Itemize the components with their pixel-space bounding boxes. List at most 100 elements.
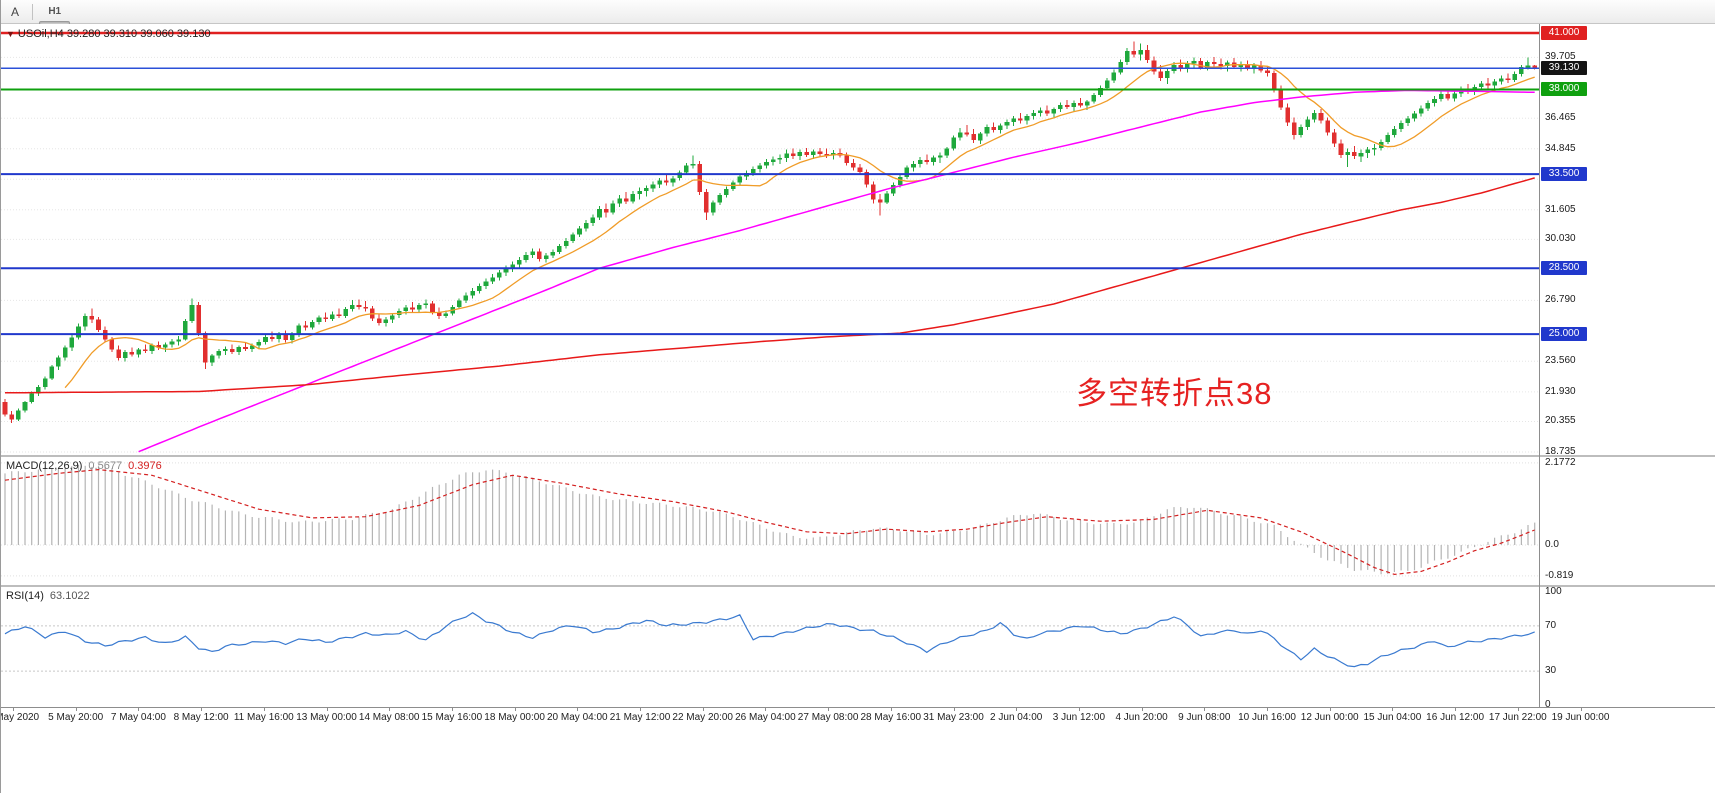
time-axis-tick	[640, 708, 641, 711]
time-axis-tick	[1267, 708, 1268, 711]
time-axis-tick	[828, 708, 830, 711]
price-grid-label: 23.560	[1545, 355, 1576, 367]
rsi-axis-label: 70	[1545, 619, 1557, 631]
toolbar: ↖+AT▭▾ M1M5M15M30H1H4D1W1MN	[1, 0, 1715, 93]
symbol-ohlc-label: ▼ USOil,H4 39.280 39.310 39.060 39.130	[6, 28, 211, 40]
price-badge-38.000: 38.000	[1541, 82, 1587, 97]
macd-signal-line	[4, 468, 1535, 576]
price-badge-25.000: 25.000	[1541, 327, 1587, 342]
price-grid-label: 30.030	[1545, 233, 1576, 245]
time-axis-label: 12 Jun 00:00	[1300, 712, 1359, 723]
time-axis-label: 16 Jun 12:00	[1426, 712, 1485, 723]
macd-axis-label: -0.819	[1545, 569, 1574, 581]
time-axis-label: 15 May 16:00	[421, 712, 483, 723]
price-badge-39.130: 39.130	[1541, 61, 1587, 76]
rsi-indicator-panel[interactable]: RSI(14) 63.1022	[1, 587, 1539, 707]
time-axis-label: 27 May 08:00	[797, 712, 859, 723]
time-axis-tick	[451, 708, 453, 711]
price-badge-28.500: 28.500	[1541, 261, 1587, 276]
rsi-value: 63.1022	[49, 590, 90, 602]
time-axis-label: 9 Jun 08:00	[1178, 712, 1231, 723]
time-axis-tick	[1455, 708, 1457, 711]
time-axis-label: 18 May 00:00	[484, 712, 545, 723]
price-badge-33.500: 33.500	[1541, 167, 1587, 182]
time-axis-label: 20 May 04:00	[546, 712, 608, 723]
time-axis-tick	[326, 708, 328, 711]
panel-separator[interactable]	[1, 585, 1715, 587]
macd-signal-value: 0.3976	[128, 460, 162, 472]
time-axis-tick	[1016, 708, 1018, 711]
time-axis-label: 17 Jun 22:00	[1488, 712, 1547, 723]
axis-border	[1539, 24, 1540, 728]
macd-indicator-panel[interactable]: MACD(12,26,9) 0.5677 0.3976	[1, 457, 1539, 585]
symbol-marker-icon[interactable]: ▼	[6, 28, 15, 39]
macd-histogram	[4, 464, 1536, 575]
text-tool-icon[interactable]: A	[4, 1, 26, 22]
time-axis-label: 14 May 08:00	[358, 712, 420, 723]
time-axis-tick	[1392, 708, 1394, 711]
time-axis-tick	[1329, 708, 1331, 711]
price-chart-canvas[interactable]	[1, 24, 1539, 455]
price-badge-41.000: 41.000	[1541, 26, 1587, 40]
time-axis-label: 15 Jun 04:00	[1363, 712, 1422, 723]
time-axis-label: 2 Jun 04:00	[990, 712, 1043, 723]
price-grid-label: 26.790	[1545, 294, 1576, 306]
time-axis-tick	[1078, 708, 1080, 711]
time-axis-tick	[953, 708, 955, 711]
toolbar-separator	[32, 3, 33, 20]
price-axis[interactable]: 39.70536.46534.84533.22531.60530.03026.7…	[1540, 0, 1715, 793]
time-axis-tick	[75, 708, 77, 711]
price-grid-label: 18.735	[1545, 445, 1576, 457]
time-axis-tick	[1204, 708, 1206, 711]
rsi-line	[4, 611, 1535, 668]
time-axis-tick	[890, 708, 892, 711]
rsi-axis-label: 30	[1545, 665, 1557, 677]
macd-canvas[interactable]	[1, 457, 1539, 585]
price-grid-label: 36.465	[1545, 112, 1576, 124]
text-tool-glyph: A	[10, 4, 19, 19]
time-axis-tick	[1141, 708, 1143, 711]
timeframe-button-h1[interactable]: H1	[48, 6, 62, 17]
price-grid-label: 39.705	[1545, 51, 1576, 63]
rsi-axis-label: 0	[1545, 699, 1551, 710]
chart-annotation-text: 多空转折点38	[1076, 376, 1273, 411]
macd-name: MACD(12,26,9)	[6, 460, 83, 472]
time-axis-tick	[765, 708, 767, 711]
panel-separator[interactable]	[1, 455, 1715, 457]
time-axis-tick	[201, 708, 203, 711]
price-grid-label: 34.845	[1545, 142, 1576, 154]
time-axis-label: 3 Jun 12:00	[1052, 712, 1106, 723]
time-axis-tick	[577, 708, 579, 711]
rsi-indicator-label: RSI(14) 63.1022	[6, 590, 90, 602]
symbol-ohlc-text: USOil,H4 39.280 39.310 39.060 39.130	[17, 28, 211, 40]
ma-fast-line	[64, 62, 1535, 389]
time-axis-label: 5 May 20:00	[48, 712, 104, 723]
time-axis-label: 19 Jun 00:00	[1551, 712, 1610, 723]
time-axis-tick	[514, 708, 516, 711]
ma-slow-line	[5, 177, 1535, 394]
horizontal-level-lines	[1, 31, 1539, 336]
macd-main-value: 0.5677	[88, 460, 123, 472]
rsi-canvas[interactable]	[1, 587, 1539, 707]
price-grid-label: 31.605	[1545, 203, 1576, 215]
time-axis-tick	[138, 708, 140, 711]
time-axis-label: 8 May 12:00	[173, 712, 229, 723]
macd-indicator-label: MACD(12,26,9) 0.5677 0.3976	[6, 460, 162, 472]
ma-mid-line	[138, 89, 1535, 453]
time-axis-label: 21 May 12:00	[609, 712, 671, 723]
time-axis-tick	[1517, 708, 1519, 711]
time-axis-label: 11 May 16:00	[233, 712, 294, 723]
price-gridlines	[1, 56, 1539, 453]
time-axis-label: 31 May 23:00	[923, 712, 984, 723]
time-axis-tick	[263, 708, 265, 711]
time-axis-label: 4 Jun 20:00	[1115, 712, 1168, 723]
time-axis[interactable]: 5 May 2020 5 May 20:00 7 May 04:00 8 May 12…	[1, 707, 1715, 728]
time-axis-tick	[1580, 708, 1582, 711]
macd-axis-label: 0.0	[1545, 539, 1559, 550]
price-chart-panel[interactable]: ▼ USOil,H4 39.280 39.310 39.060 39.130 多…	[1, 24, 1539, 455]
time-axis-label: 28 May 16:00	[860, 712, 922, 723]
time-axis-label: 13 May 00:00	[296, 712, 357, 723]
time-axis-label: 22 May 20:00	[672, 712, 733, 723]
price-grid-label: 20.355	[1545, 415, 1576, 427]
